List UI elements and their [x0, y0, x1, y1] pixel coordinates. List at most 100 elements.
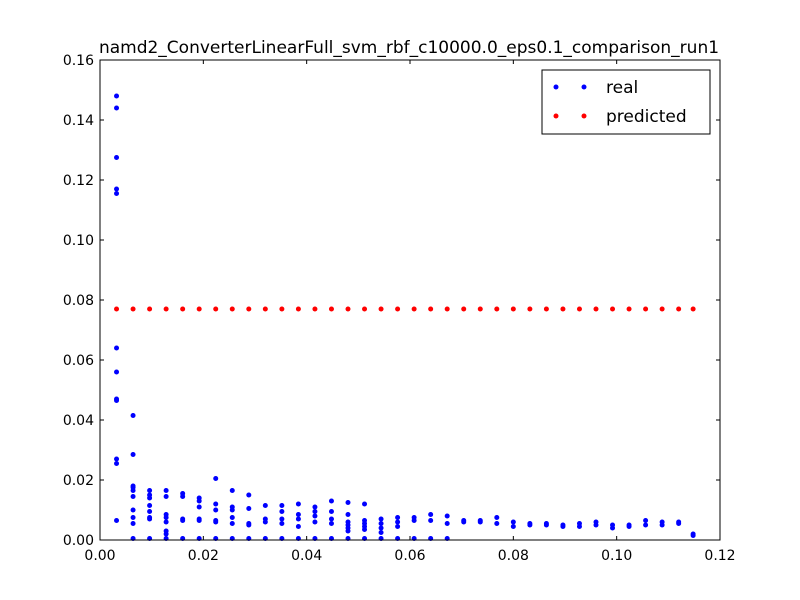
data-point-real [279, 503, 285, 508]
data-point-real [196, 498, 202, 504]
data-point-predicted [494, 306, 500, 312]
legend-marker-real-2 [581, 84, 587, 90]
data-point-predicted [345, 306, 351, 312]
data-point-real [626, 524, 632, 529]
legend-marker-predicted-2 [581, 113, 587, 119]
data-point-predicted [543, 306, 549, 312]
y-tick-label: 0.14 [63, 113, 94, 129]
data-point-real [114, 369, 120, 375]
data-point-real [229, 521, 235, 526]
ticks-layer: 0.00 0.02 0.04 0.06 0.08 0.10 0.12 0.00 0.02 0.04… [63, 53, 736, 564]
data-point-real [163, 515, 169, 520]
data-point-real [114, 191, 120, 196]
data-point-real [378, 521, 384, 526]
data-point-real [610, 525, 616, 531]
data-point-predicted [444, 306, 450, 312]
data-point-real [213, 507, 219, 513]
data-point-real [130, 515, 136, 520]
data-point-predicted [395, 306, 401, 312]
y-tick-label: 0.10 [63, 233, 94, 249]
y-tick-label: 0.08 [63, 293, 94, 309]
data-point-real [345, 512, 351, 517]
x-tick-label: 0.12 [704, 548, 735, 564]
data-point-real [130, 413, 136, 418]
data-point-real [676, 521, 682, 526]
data-point-real [576, 524, 582, 529]
data-point-real [428, 518, 434, 523]
data-point-real [130, 488, 136, 493]
legend-label-predicted: predicted [606, 107, 687, 127]
data-point-real [527, 522, 533, 528]
x-tick-label: 0.10 [601, 548, 632, 564]
data-point-real [378, 530, 384, 535]
data-point-predicted [180, 306, 186, 312]
data-point-real [461, 519, 467, 525]
data-point-real [114, 456, 120, 462]
data-point-predicted [461, 306, 467, 312]
data-point-real [395, 515, 401, 520]
data-point-real [180, 518, 186, 523]
data-point-predicted [643, 306, 649, 312]
legend-box [541, 69, 711, 135]
data-point-real [262, 519, 268, 525]
data-point-predicted [246, 306, 252, 312]
x-tick-label: 0.04 [291, 548, 322, 564]
data-point-predicted [229, 306, 235, 312]
data-point-real [279, 516, 285, 522]
data-point-real [643, 518, 649, 523]
legend-label-real: real [606, 78, 638, 98]
data-point-real [295, 501, 301, 507]
data-point-real [411, 518, 417, 523]
x-tick-label: 0.00 [84, 548, 115, 564]
y-tick-label: 0.06 [63, 353, 94, 369]
data-point-real [659, 522, 665, 528]
data-point-real [444, 513, 450, 519]
y-tick-label: 0.00 [63, 533, 94, 549]
data-point-real [246, 506, 252, 511]
data-point-predicted [312, 306, 318, 312]
data-point-predicted [262, 306, 268, 312]
data-point-real [196, 504, 202, 510]
data-point-predicted [114, 306, 120, 312]
data-point-predicted [477, 306, 483, 312]
data-point-predicted [328, 306, 334, 312]
data-point-real [130, 494, 136, 499]
data-point-real [328, 509, 334, 514]
data-point-real [279, 509, 285, 514]
data-point-real [213, 476, 219, 481]
data-point-predicted [659, 306, 665, 312]
data-point-real [494, 521, 500, 526]
x-tick-label: 0.06 [394, 548, 425, 564]
data-point-real [163, 519, 169, 525]
y-tick-label: 0.02 [63, 473, 94, 489]
data-point-predicted [213, 306, 219, 312]
data-point-real [428, 512, 434, 517]
data-point-predicted [147, 306, 153, 312]
data-point-real [328, 516, 334, 522]
data-point-real [328, 521, 334, 526]
legend-marker-real-1 [553, 84, 559, 90]
data-point-predicted [610, 306, 616, 312]
data-point-real [114, 345, 120, 351]
y-tick-label: 0.12 [63, 173, 94, 189]
data-point-real [114, 155, 120, 160]
data-point-real [345, 500, 351, 505]
data-point-real [690, 533, 696, 538]
data-point-predicted [378, 306, 384, 312]
data-point-predicted [196, 306, 202, 312]
data-point-real [312, 519, 318, 525]
data-point-real [229, 507, 235, 513]
data-point-real [147, 488, 153, 493]
data-point-predicted [576, 306, 582, 312]
data-point-real [295, 512, 301, 517]
data-point-real [163, 494, 169, 499]
data-point-real [312, 504, 318, 510]
data-point-real [196, 518, 202, 523]
data-point-real [378, 516, 384, 522]
data-point-predicted [510, 306, 516, 312]
data-point-real [510, 524, 516, 529]
data-point-real [295, 516, 301, 522]
data-point-real [312, 513, 318, 519]
y-tick-label: 0.16 [63, 53, 94, 69]
data-point-predicted [690, 306, 696, 312]
